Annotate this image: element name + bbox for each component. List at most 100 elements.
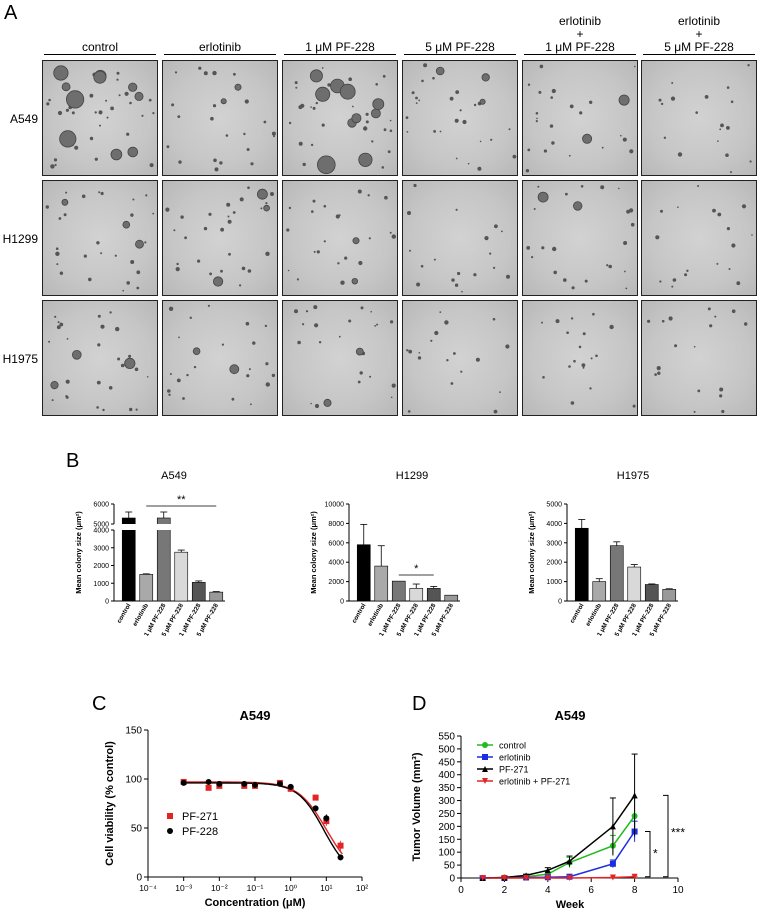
colony-small [176,378,181,383]
y-tick-label: 150 [125,726,142,737]
column-header-rule [284,54,396,55]
legend-marker [167,828,173,834]
colony-small [294,81,298,85]
bar [409,588,424,602]
micrograph-image [402,300,518,416]
colony-dots [167,304,276,406]
colony-large [124,357,136,370]
colony-small [56,263,59,266]
colony-small [310,402,312,405]
colony-large [339,83,356,100]
colony-small [51,399,54,402]
colony-large [135,239,144,249]
x-tick-label: 2 [502,885,508,896]
colony-small [178,160,182,164]
micrograph-image [522,60,638,176]
colony-small [227,219,232,224]
colony-small [459,109,462,112]
colony-large [573,201,583,211]
category-label: erlotinib [584,602,603,627]
colony-small [731,309,736,313]
data-point [205,778,212,785]
colony-small [56,325,61,330]
bar [356,544,371,602]
colony-small [323,240,326,243]
x-tick-label: 10⁻¹ [247,883,264,893]
colony-small [288,206,292,210]
colony-small [421,79,424,83]
colony-small [260,207,263,210]
category-label: erlotinib [366,602,385,627]
colony-small [323,204,327,208]
colony-small [180,215,184,219]
colony-small [273,135,275,138]
colony-small [189,316,192,319]
significance-bracket [645,831,651,878]
colony-small [212,70,217,76]
series-line [482,831,636,879]
colony-large [352,237,360,245]
colony-large [309,69,323,83]
colony-small [439,130,442,133]
micrograph-image [282,300,398,416]
colony-small [406,131,409,133]
colony-small [555,319,560,324]
y-axis-label: Cell viability (% control) [104,741,116,866]
colony-small [100,191,104,196]
bar [391,580,406,602]
y-tick-label: 250 [438,809,455,820]
colony-small [578,345,582,349]
colony-small [288,121,292,125]
colony-small [168,393,171,396]
colony-large [582,133,593,144]
y-axis-label: Tumor Volume (mm³) [411,752,423,861]
colony-dots [655,185,753,288]
data-point [631,873,638,880]
colony-small [726,86,730,89]
colony-dots [405,63,517,171]
colony-small [221,343,224,346]
colony-small [167,389,171,393]
colony-small [94,157,98,161]
data-point [180,779,187,786]
significance-bracket [663,794,669,878]
colony-small [241,266,246,271]
colony-small [295,86,298,89]
colony-small [327,83,331,87]
colony-large [358,152,373,167]
y-tick-label: 3000 [93,545,109,552]
colony-small [54,163,57,167]
colony-large [351,113,362,124]
colony-small [228,252,231,256]
y-tick-label: 50 [131,824,143,835]
x-tick-label: 4 [545,885,551,896]
colony-large [93,70,107,84]
colony-small [149,163,154,168]
micrograph-image [641,300,757,416]
colony-small [697,389,701,393]
colony-small [451,278,455,282]
colony-small [214,167,219,172]
colony-small [311,210,314,213]
colony-small [389,119,392,122]
colony-small [232,211,236,214]
colony-small [66,338,69,340]
colony-small [359,371,363,375]
bar [574,527,589,602]
colony-small [338,335,341,338]
colony-large [61,198,69,206]
colony-small [657,371,661,375]
colony-small [271,373,276,378]
colony-small [566,331,569,334]
colony-small [413,183,417,188]
colony-small [416,282,421,287]
data-point [631,792,638,799]
colony-small [608,264,612,269]
bar [121,517,136,602]
colony-small [318,341,322,344]
y-tick-label: 550 [438,732,455,743]
colony-small [430,339,433,342]
colony-small [97,343,101,347]
colony-small [620,134,622,137]
colony-small [390,320,394,324]
